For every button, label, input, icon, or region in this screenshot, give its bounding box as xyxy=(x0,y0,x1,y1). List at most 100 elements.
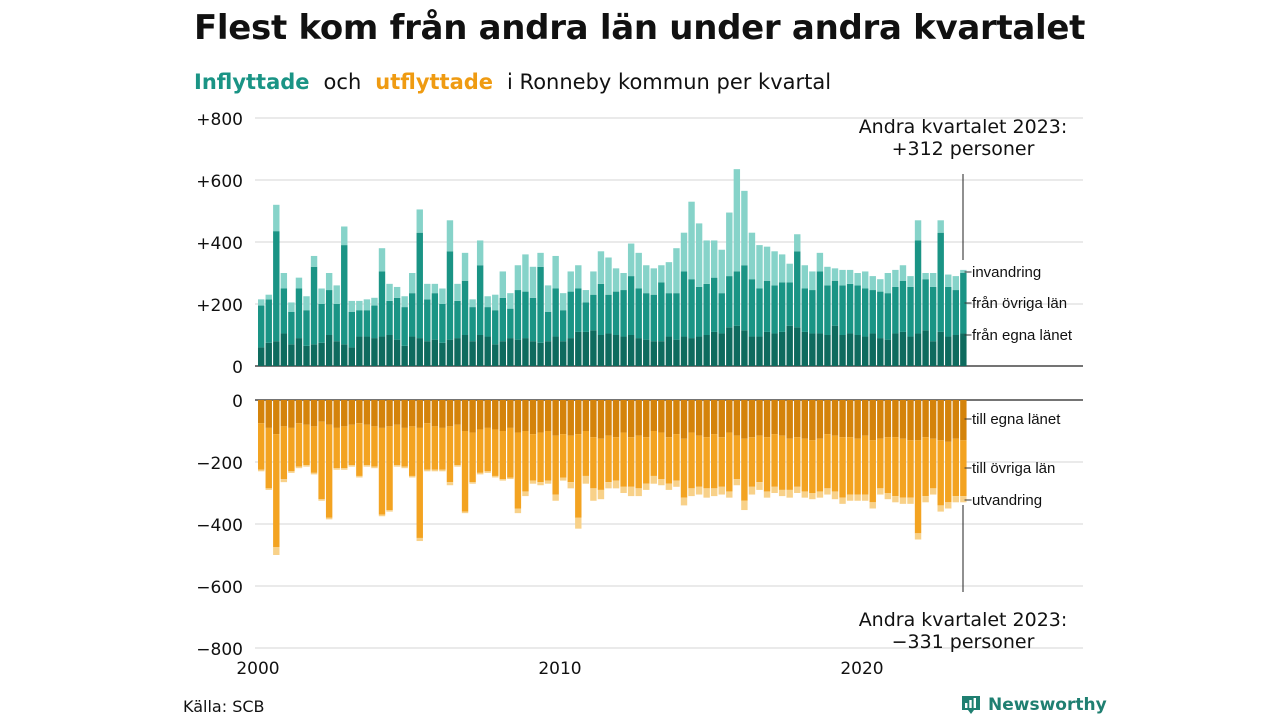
bar-in-other xyxy=(265,299,272,343)
bar-out-other xyxy=(756,435,763,483)
bar-in-other xyxy=(892,286,899,334)
bar-in-immigration xyxy=(507,293,514,309)
bar-out-own xyxy=(794,400,801,438)
bar-in-own xyxy=(469,341,476,366)
bar-in-other xyxy=(514,290,522,340)
bar-in-other xyxy=(771,285,778,334)
bar-out-emigration xyxy=(627,486,635,497)
bar-in-own xyxy=(635,338,642,366)
bar-out-emigration xyxy=(597,489,605,500)
bar-out-own xyxy=(333,400,340,428)
bar-in-other xyxy=(529,297,537,342)
bar-out-own xyxy=(945,400,952,442)
bar-out-emigration xyxy=(514,508,522,514)
bar-in-own xyxy=(446,339,454,366)
bar-in-own xyxy=(627,335,635,366)
bar-out-own xyxy=(363,400,371,425)
bar-out-other xyxy=(409,426,416,476)
bar-out-emigration xyxy=(582,475,590,484)
bar-in-own xyxy=(862,336,869,366)
bar-out-other xyxy=(877,438,884,489)
bar-out-other xyxy=(726,432,733,492)
bar-out-other xyxy=(303,424,310,466)
bar-out-other xyxy=(363,424,371,466)
bar-out-emigration xyxy=(801,491,808,498)
bar-out-own xyxy=(862,400,869,436)
bar-out-other xyxy=(295,423,303,467)
bar-out-own xyxy=(612,400,620,438)
bar-in-own xyxy=(416,338,423,366)
bar-in-immigration xyxy=(854,273,861,286)
bar-out-own xyxy=(469,400,476,433)
bar-in-immigration xyxy=(590,271,597,295)
bar-in-other xyxy=(567,291,574,339)
bar-out-own xyxy=(680,400,688,439)
bar-out-own xyxy=(597,400,605,439)
bar-in-immigration xyxy=(265,294,272,300)
bar-out-other xyxy=(741,438,748,501)
bar-out-own xyxy=(273,400,280,435)
bar-in-other xyxy=(522,291,529,339)
bar-in-own xyxy=(484,336,491,366)
bar-out-other xyxy=(318,421,325,500)
bar-in-immigration xyxy=(401,296,408,308)
bar-in-own xyxy=(575,331,582,366)
bar-in-own xyxy=(280,333,288,366)
bar-in-other xyxy=(544,311,552,342)
bar-in-own xyxy=(431,339,439,366)
bar-in-immigration xyxy=(431,283,439,294)
bar-out-own xyxy=(952,400,959,439)
bar-out-emigration xyxy=(529,480,537,484)
bar-out-other xyxy=(658,432,665,480)
bar-in-own xyxy=(854,335,861,366)
bar-in-other xyxy=(824,285,831,335)
chart-title: Flest kom från andra län under andra kva… xyxy=(194,8,1086,48)
bar-out-own xyxy=(658,400,665,433)
bar-out-own xyxy=(507,400,514,428)
bar-in-immigration xyxy=(763,246,771,281)
bar-in-immigration xyxy=(907,276,914,287)
bar-out-other xyxy=(333,427,340,469)
bar-out-emigration xyxy=(952,496,959,503)
bar-out-emigration xyxy=(733,479,741,486)
bar-out-emigration xyxy=(507,477,514,480)
subtitle-outflow: utflyttade xyxy=(375,70,494,94)
bar-in-immigration xyxy=(899,265,907,281)
bar-out-other xyxy=(831,435,839,492)
bar-in-immigration xyxy=(658,265,665,283)
bar-out-other xyxy=(544,431,552,481)
bar-in-immigration xyxy=(809,271,816,291)
bar-in-immigration xyxy=(726,212,733,277)
bar-in-own xyxy=(884,339,892,366)
bar-out-own xyxy=(831,400,839,436)
bar-in-other xyxy=(665,293,673,337)
bar-out-emigration xyxy=(612,480,620,489)
bar-in-own xyxy=(507,338,514,366)
bar-in-other xyxy=(846,283,854,334)
chart-subtitle: Inflyttade och utflyttade i Ronneby kommun … xyxy=(194,70,831,94)
bar-out-emigration xyxy=(824,488,831,495)
bar-in-other xyxy=(476,265,484,335)
bar-in-immigration xyxy=(492,294,499,311)
bar-out-other xyxy=(748,437,756,487)
bar-out-emigration xyxy=(318,499,325,501)
bar-in-immigration xyxy=(484,296,491,308)
bar-in-own xyxy=(711,331,718,366)
subtitle-and: och xyxy=(323,70,362,94)
bar-in-immigration xyxy=(378,248,386,272)
bar-in-other xyxy=(839,285,846,335)
bar-out-emigration xyxy=(673,480,680,487)
y-tick-label: −600 xyxy=(196,578,243,598)
bar-out-own xyxy=(439,400,446,428)
bar-out-other xyxy=(899,438,907,498)
bar-in-own xyxy=(922,330,929,366)
y-tick-label: +800 xyxy=(196,110,243,130)
bar-out-other xyxy=(310,426,318,473)
bar-in-other xyxy=(786,282,793,326)
bar-in-other xyxy=(778,282,786,332)
bar-out-other xyxy=(507,427,514,478)
bar-in-immigration xyxy=(476,240,484,266)
bar-in-own xyxy=(401,345,408,366)
bar-in-immigration xyxy=(665,262,673,294)
bar-out-emigration xyxy=(544,480,552,484)
